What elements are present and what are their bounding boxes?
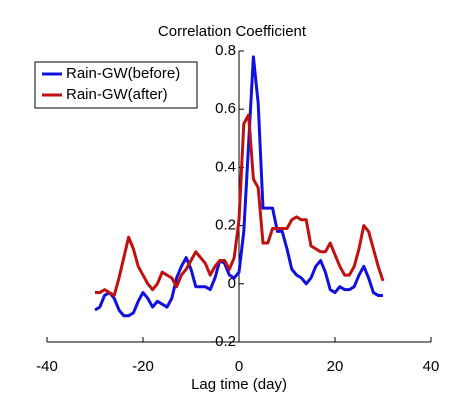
x-tick-label: 20: [327, 358, 344, 375]
x-tick-label: 0: [235, 358, 243, 375]
line-series: [95, 113, 385, 297]
y-tick-label: 0.4: [215, 158, 236, 175]
x-tick-label: -20: [132, 358, 154, 375]
legend-box: [34, 61, 198, 109]
line-series: [94, 55, 383, 318]
y-tick-label: -0.2: [210, 333, 236, 350]
x-tick-label: 40: [423, 358, 440, 375]
chart-title: Correlation Coefficient: [158, 23, 307, 40]
x-axis-label: Lag time (day): [191, 376, 287, 393]
legend-label: Rain-GW(after): [66, 86, 168, 103]
y-tick-label: 0: [228, 275, 236, 292]
y-tick-label: 0.8: [215, 42, 236, 59]
x-tick-label: -40: [36, 358, 58, 375]
legend-label: Rain-GW(before): [66, 65, 180, 82]
y-tick-label: 0.6: [215, 100, 236, 117]
y-tick-label: 0.2: [215, 217, 236, 234]
